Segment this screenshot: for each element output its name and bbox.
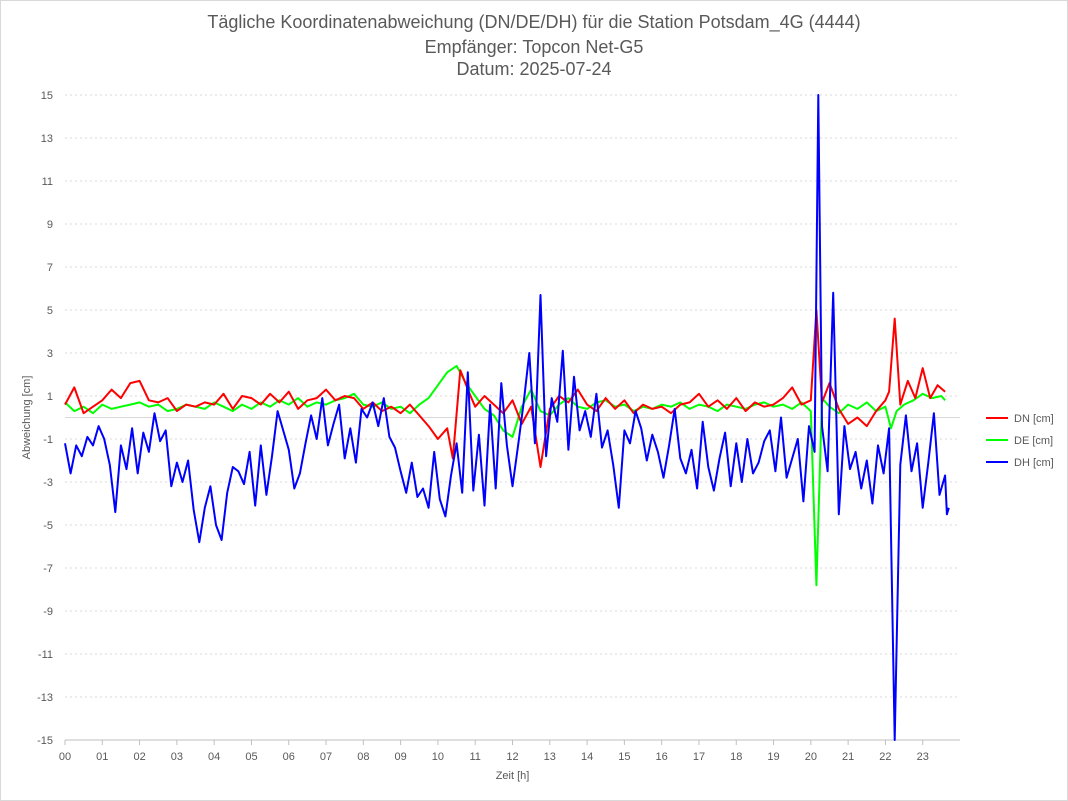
x-tick-label: 13	[544, 751, 556, 763]
legend-label: DE [cm]	[1014, 435, 1053, 447]
x-tick-label: 12	[506, 751, 518, 763]
series-line-de	[64, 364, 946, 587]
chart-subtitle-receiver: Empfänger: Topcon Net-G5	[424, 37, 644, 57]
x-tick-label: 17	[693, 751, 705, 763]
y-tick-label: 13	[41, 133, 53, 145]
series-lines	[64, 94, 950, 741]
y-axis-title: Abweichung [cm]	[21, 376, 33, 460]
legend-label: DH [cm]	[1014, 457, 1054, 469]
x-tick-label: 10	[432, 751, 444, 763]
x-tick-label: 16	[656, 751, 668, 763]
x-tick-label: 18	[730, 751, 742, 763]
x-tick-label: 01	[96, 751, 108, 763]
x-tick-label: 22	[879, 751, 891, 763]
chart-title: Tägliche Koordinatenabweichung (DN/DE/DH…	[207, 12, 861, 32]
x-tick-label: 04	[208, 751, 220, 763]
x-tick-label: 19	[767, 751, 779, 763]
x-tick-label: 20	[805, 751, 817, 763]
y-tick-label: 7	[47, 262, 53, 274]
x-tick-label: 03	[171, 751, 183, 763]
x-tick-label: 02	[133, 751, 145, 763]
series-line-dh	[64, 94, 950, 741]
y-tick-label: 5	[47, 305, 53, 317]
x-tick-labels: 00 01 02 03 04 05 06 07 08 09 10 11 12 13 14 15 16 17 18 19…	[59, 751, 929, 763]
x-tick-label: 09	[395, 751, 407, 763]
y-tick-label: 3	[47, 348, 53, 360]
y-tick-label: -13	[37, 692, 53, 704]
x-tick-label: 11	[469, 751, 480, 763]
y-tick-label: 9	[47, 219, 53, 231]
y-tick-label: 1	[47, 391, 53, 403]
x-tick-label: 08	[357, 751, 369, 763]
x-tick-label: 05	[245, 751, 257, 763]
y-gridlines	[65, 94, 960, 741]
x-tick-label: 15	[618, 751, 630, 763]
legend: DN [cm] DE [cm] DH [cm]	[986, 413, 1054, 469]
y-tick-label: -3	[43, 477, 53, 489]
x-axis-title: Zeit [h]	[496, 770, 530, 782]
y-tick-label: -7	[43, 563, 53, 575]
x-tick-label: 21	[842, 751, 854, 763]
y-tick-label: 11	[42, 176, 53, 188]
y-tick-label: -15	[37, 735, 53, 747]
x-axis	[64, 739, 960, 745]
y-tick-label: 15	[41, 90, 53, 102]
chart-subtitle-date: Datum: 2025-07-24	[456, 59, 612, 79]
x-tick-label: 00	[59, 751, 71, 763]
x-tick-label: 14	[581, 751, 593, 763]
x-tick-label: 23	[917, 751, 929, 763]
x-tick-label: 07	[320, 751, 332, 763]
y-tick-label: -11	[38, 649, 53, 661]
x-tick-label: 06	[283, 751, 295, 763]
y-tick-label: -9	[43, 606, 53, 618]
y-tick-label: -5	[43, 520, 53, 532]
series-line-dn	[64, 309, 946, 468]
legend-label: DN [cm]	[1014, 413, 1054, 425]
y-tick-label: -1	[43, 434, 53, 446]
